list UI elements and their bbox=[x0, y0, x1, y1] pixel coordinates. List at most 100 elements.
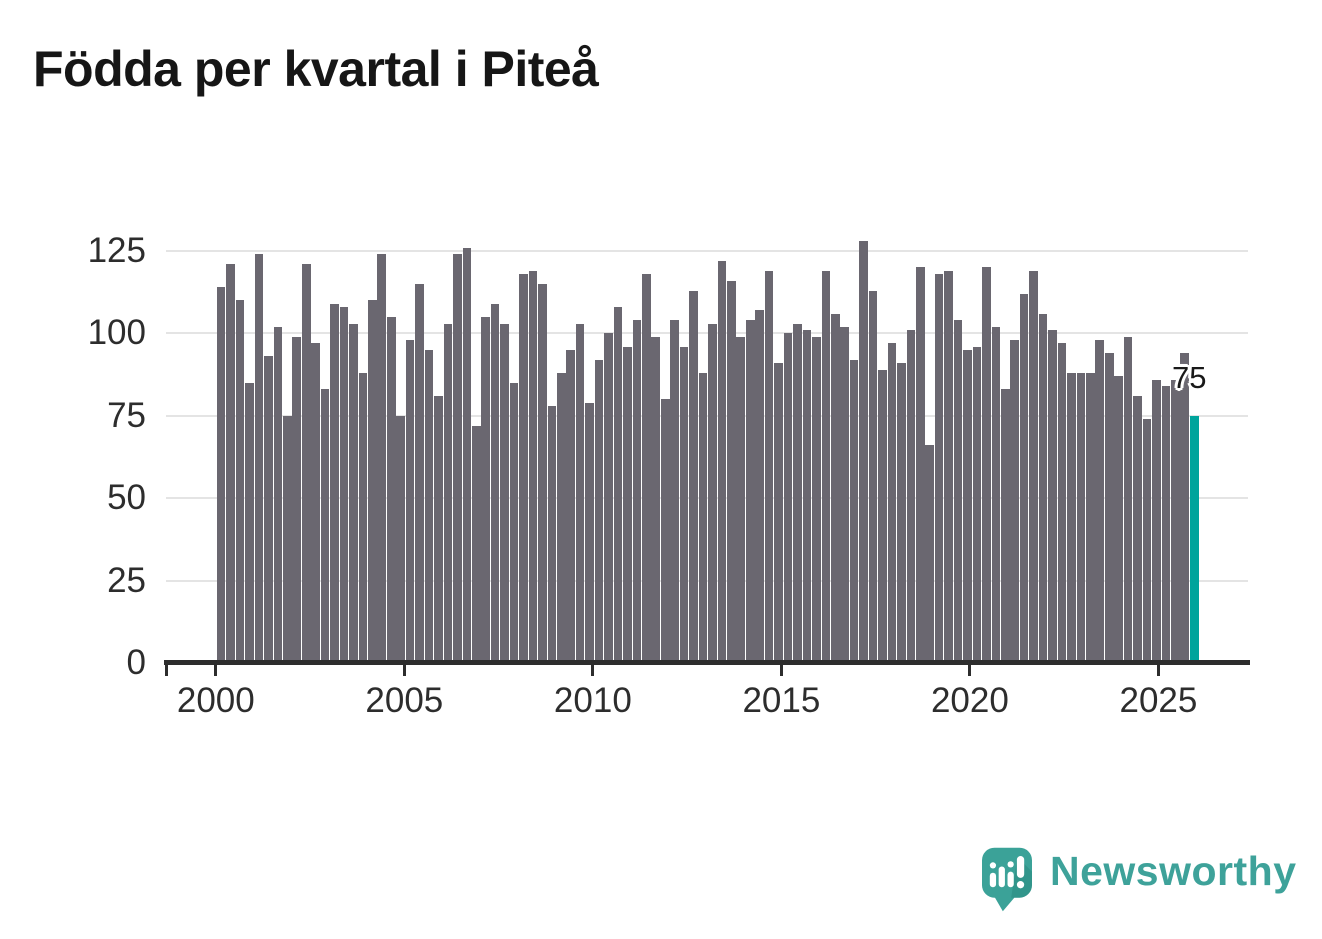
y-axis-tick-label: 75 bbox=[107, 395, 146, 435]
bar bbox=[1095, 340, 1105, 663]
bar bbox=[915, 267, 925, 663]
bar bbox=[670, 320, 679, 663]
x-axis-tick bbox=[779, 665, 783, 676]
bar bbox=[320, 389, 330, 663]
highlighted-bar bbox=[1189, 415, 1199, 663]
bar bbox=[868, 290, 878, 663]
bar bbox=[519, 274, 528, 663]
newsworthy-logo: Newsworthy bbox=[982, 843, 1297, 913]
bar bbox=[490, 303, 500, 663]
bar bbox=[386, 316, 396, 663]
x-axis-tick-label: 2020 bbox=[930, 681, 1009, 720]
bar bbox=[859, 241, 868, 663]
bar bbox=[991, 326, 1001, 663]
bar bbox=[1067, 372, 1076, 663]
bar bbox=[632, 320, 642, 663]
bar bbox=[509, 382, 519, 663]
bar bbox=[368, 300, 377, 663]
bar bbox=[878, 369, 887, 663]
bar bbox=[821, 270, 831, 663]
bar bbox=[642, 274, 651, 663]
bar bbox=[1029, 270, 1038, 663]
bar bbox=[424, 349, 434, 663]
bar bbox=[906, 330, 916, 663]
bar bbox=[717, 260, 727, 663]
bar bbox=[1142, 419, 1152, 663]
bar bbox=[339, 307, 349, 663]
bar bbox=[471, 425, 481, 663]
x-axis-tick bbox=[214, 665, 218, 676]
bar bbox=[528, 270, 538, 663]
bar bbox=[623, 346, 632, 663]
bar bbox=[660, 399, 670, 663]
bar bbox=[585, 402, 594, 663]
bar bbox=[897, 363, 906, 663]
x-axis-line bbox=[164, 660, 1250, 665]
bar bbox=[689, 290, 698, 663]
bar bbox=[1152, 379, 1161, 663]
bar bbox=[443, 323, 453, 663]
x-axis-origin-tick bbox=[165, 665, 168, 676]
bar bbox=[377, 254, 387, 663]
bar bbox=[1123, 336, 1133, 663]
bar bbox=[1001, 389, 1010, 663]
bar bbox=[925, 445, 935, 663]
bar bbox=[1104, 353, 1114, 663]
bar bbox=[396, 415, 405, 663]
bar bbox=[1057, 343, 1067, 663]
bar bbox=[575, 323, 585, 663]
x-axis-tick-label: 2015 bbox=[742, 681, 821, 720]
x-axis-tick-label: 2010 bbox=[553, 681, 632, 720]
bar bbox=[245, 382, 254, 663]
bar bbox=[802, 330, 812, 663]
bar bbox=[264, 356, 273, 663]
bar bbox=[538, 283, 547, 663]
bar bbox=[254, 254, 264, 663]
bar bbox=[613, 307, 623, 663]
value-annotation: 75 bbox=[1172, 360, 1207, 395]
bar bbox=[330, 303, 339, 663]
bar bbox=[1019, 293, 1029, 663]
bar bbox=[1161, 386, 1171, 663]
bar bbox=[1048, 330, 1057, 663]
bar bbox=[887, 343, 897, 663]
bar bbox=[405, 340, 415, 663]
bar bbox=[1086, 372, 1095, 663]
plot-area bbox=[166, 241, 1248, 663]
bar bbox=[1180, 353, 1190, 663]
bar bbox=[566, 349, 576, 663]
x-axis-tick bbox=[402, 665, 406, 676]
x-axis-tick-label: 2005 bbox=[365, 681, 444, 720]
bar bbox=[934, 274, 944, 663]
bar bbox=[953, 320, 963, 663]
bar bbox=[755, 310, 764, 663]
y-axis-tick-label: 50 bbox=[107, 478, 146, 518]
bar bbox=[415, 283, 424, 663]
bar bbox=[849, 359, 859, 663]
bar bbox=[594, 359, 604, 663]
bar bbox=[708, 323, 717, 663]
y-axis-tick-label: 125 bbox=[87, 231, 146, 270]
bar bbox=[774, 363, 783, 663]
newsworthy-speech-bubble-chart-icon bbox=[982, 847, 1032, 912]
bar bbox=[273, 326, 283, 663]
bar bbox=[292, 336, 302, 663]
bar bbox=[311, 343, 320, 663]
x-axis-tick-label: 2000 bbox=[176, 681, 255, 720]
bar bbox=[812, 336, 821, 663]
bar bbox=[1010, 340, 1020, 663]
bar bbox=[216, 287, 226, 663]
x-axis-tick bbox=[968, 665, 972, 676]
bar bbox=[679, 346, 689, 663]
bar bbox=[604, 333, 613, 663]
newsworthy-wordmark: Newsworthy bbox=[1050, 848, 1297, 894]
bar bbox=[500, 323, 509, 663]
bar bbox=[745, 320, 755, 663]
gridline bbox=[166, 250, 1248, 252]
x-axis-tick-label: 2025 bbox=[1119, 681, 1198, 720]
bar bbox=[349, 323, 358, 663]
bar bbox=[1171, 379, 1180, 663]
bar bbox=[226, 264, 235, 663]
bar bbox=[547, 405, 557, 663]
